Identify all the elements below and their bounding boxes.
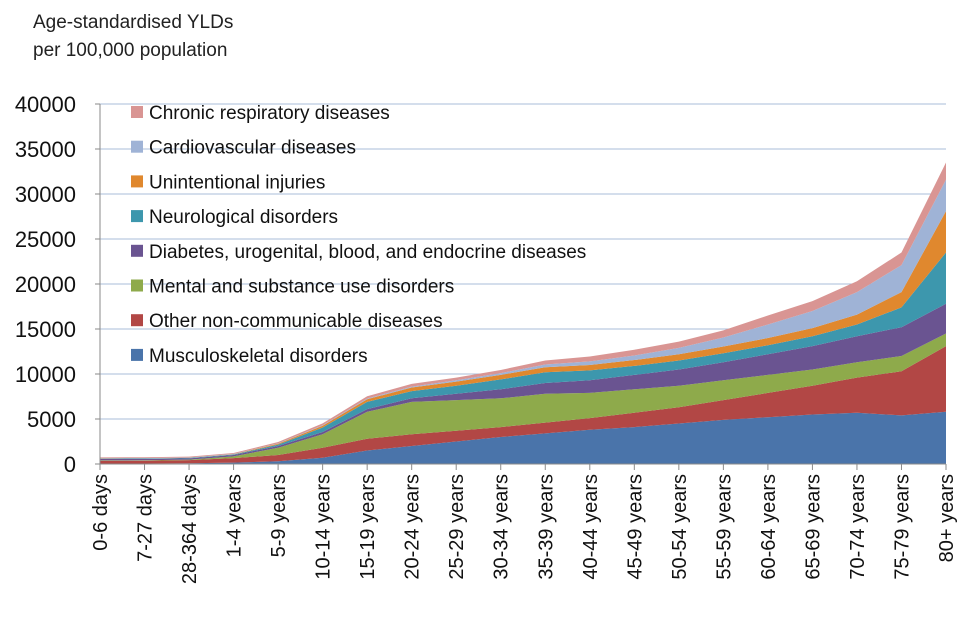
legend-item: Chronic respiratory diseases [131,103,390,124]
legend-swatch [131,140,143,153]
x-tick-label: 7-27 days [135,474,157,562]
legend-swatch [131,106,143,118]
y-tick-label: 20000 [15,272,76,297]
legend-label: Other non-communicable diseases [149,311,443,332]
legend-label: Unintentional injuries [149,172,325,193]
y-tick-label: 30000 [15,182,76,207]
x-tick-label: 45-49 years [624,474,646,580]
legend-label: Musculoskeletal disorders [149,346,368,367]
y-tick-labels: 0 5000 10000 15000 20000 25000 30000 35000 40000 [15,92,76,477]
legend-label: Neurological disorders [149,207,338,228]
y-tick-label: 40000 [15,92,76,117]
x-tick-label: 40-44 years [580,474,602,580]
y-axis-title-line-1: Age-standardised YLDs [33,12,233,33]
x-tick-label: 5-9 years [268,474,290,557]
x-tick-label: 0-6 days [90,474,112,551]
legend-item: Musculoskeletal disorders [131,346,368,367]
x-tick-label: 25-29 years [446,474,468,580]
x-tick-label: 35-39 years [535,474,557,580]
legend-swatch [131,348,143,361]
y-axis-title-line-2: per 100,000 population [33,40,227,61]
x-tick-label: 1-4 years [224,474,246,557]
area-mental-and-substance-use-disorders [100,333,946,461]
legend-item: Cardiovascular diseases [131,138,356,159]
legend-item: Diabetes, urogenital, blood, and endocri… [131,242,586,263]
axes [95,103,947,470]
legend-label: Cardiovascular diseases [149,138,356,159]
legend-label: Diabetes, urogenital, blood, and endocri… [149,242,586,263]
y-tick-label: 15000 [15,317,76,342]
legend-item: Mental and substance use disorders [131,277,454,298]
y-tick-label: 25000 [15,227,76,252]
legend-item: Neurological disorders [131,207,338,228]
gridlines [100,103,946,420]
legend: Chronic respiratory diseases Cardiovascul… [131,103,586,367]
x-tick-label: 50-54 years [669,474,691,580]
area-musculoskeletal-disorders [100,411,946,464]
y-tick-label: 5000 [27,407,76,432]
x-tick-label: 28-364 days [179,474,201,584]
x-tick-labels: 0-6 days 7-27 days 28-364 days 1-4 years 5-9… [90,474,958,584]
x-tick-label: 15-19 years [357,474,379,580]
x-tick-label: 65-69 years [802,474,824,580]
x-tick-label: 30-34 years [491,474,513,580]
x-tick-label: 80+ years [936,474,958,562]
x-tick-label: 20-24 years [402,474,424,580]
legend-label: Chronic respiratory diseases [149,103,390,124]
legend-swatch [131,210,143,223]
y-axis-title: Age-standardised YLDs per 100,000 popula… [33,12,233,61]
legend-swatch [131,175,143,188]
area-other-non-communicable-diseases [100,346,946,464]
x-tick-label: 60-64 years [758,474,780,580]
x-tick-label: 70-74 years [847,474,869,580]
legend-label: Mental and substance use disorders [149,277,454,298]
area-series [100,162,946,464]
legend-item: Unintentional injuries [131,172,325,193]
legend-swatch [131,314,143,327]
x-tick-label: 55-59 years [713,474,735,580]
y-tick-label: 10000 [15,362,76,387]
x-tick-label: 10-14 years [313,474,335,580]
x-tick-label: 75-79 years [891,474,913,580]
legend-item: Other non-communicable diseases [131,311,443,332]
legend-swatch [131,279,143,292]
y-tick-label: 35000 [15,137,76,162]
legend-swatch [131,244,143,257]
y-tick-label: 0 [64,452,76,477]
